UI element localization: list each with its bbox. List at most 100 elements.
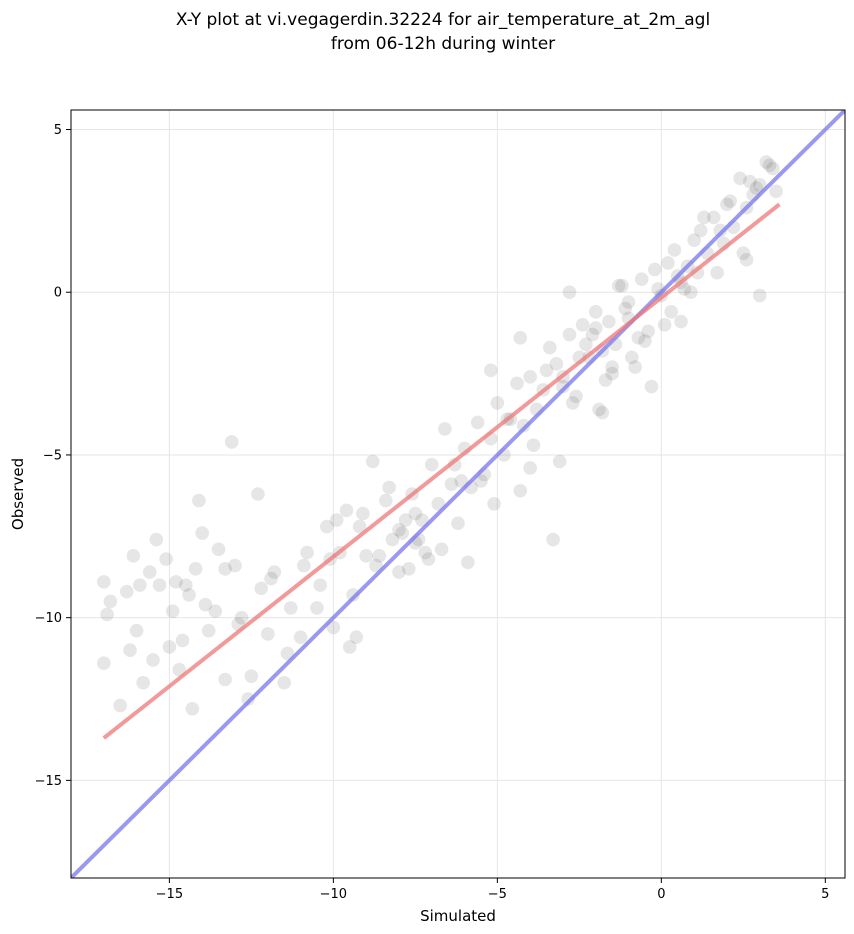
data-point: [349, 630, 364, 644]
data-point: [264, 571, 278, 586]
data-point: [684, 285, 698, 300]
data-point: [392, 522, 406, 537]
data-point: [625, 350, 639, 365]
chart-title-line-2: from 06-12h during winter: [330, 34, 556, 54]
data-point: [208, 604, 223, 618]
data-point: [598, 373, 613, 387]
data-point: [402, 562, 416, 576]
data-point: [100, 607, 114, 622]
data-point: [634, 272, 649, 287]
data-point: [182, 588, 196, 602]
data-point: [313, 578, 328, 592]
data-point: [260, 627, 275, 641]
data-point: [638, 334, 652, 348]
data-point: [611, 278, 626, 293]
axes-frame: [70, 109, 846, 879]
data-point: [395, 526, 410, 540]
data-point: [339, 503, 354, 518]
data-point: [667, 243, 682, 257]
x-tick-label: −5: [488, 887, 507, 902]
data-point: [575, 317, 590, 332]
data-point: [172, 662, 187, 677]
data-point: [385, 532, 400, 547]
data-point: [178, 578, 193, 592]
data-point: [592, 402, 606, 417]
data-point: [562, 285, 577, 300]
y-tick-label: −5: [43, 448, 62, 463]
data-point: [198, 597, 213, 612]
data-point: [549, 357, 564, 371]
data-point: [201, 623, 216, 638]
data-point: [543, 340, 557, 355]
data-point: [707, 210, 721, 225]
data-point: [736, 246, 751, 260]
data-point: [723, 194, 738, 208]
data-point: [359, 549, 373, 563]
data-point: [641, 324, 656, 339]
data-point: [297, 558, 311, 573]
data-point: [562, 327, 577, 342]
data-point: [713, 223, 728, 238]
data-point: [251, 487, 265, 501]
data-point: [618, 301, 633, 316]
data-point: [96, 656, 111, 671]
data-point: [392, 565, 406, 579]
x-tick-label: −15: [156, 887, 183, 902]
data-point: [605, 360, 619, 374]
data-point: [595, 405, 610, 420]
data-point: [211, 542, 226, 557]
data-point: [516, 418, 531, 433]
chart-title: X-Y plot at vi.vegagerdin.32224 for air_…: [0, 8, 854, 56]
data-point: [444, 477, 459, 492]
data-point: [352, 519, 367, 534]
data-point: [697, 210, 711, 225]
data-point: [293, 630, 308, 644]
regression-line: [102, 202, 781, 740]
data-point: [752, 178, 767, 192]
data-point: [631, 330, 646, 345]
data-point: [762, 158, 777, 173]
data-point: [365, 454, 380, 469]
data-point: [720, 197, 734, 212]
data-point: [569, 389, 583, 404]
data-point: [539, 363, 554, 378]
data-point: [474, 474, 488, 488]
data-point: [431, 496, 446, 511]
data-point: [228, 558, 242, 573]
data-point: [342, 640, 357, 654]
data-point: [103, 594, 118, 609]
data-point: [647, 262, 662, 277]
data-points: [96, 155, 783, 716]
data-point: [136, 675, 150, 690]
data-point: [657, 317, 672, 332]
data-point: [195, 526, 209, 540]
data-point: [415, 513, 429, 527]
data-point: [523, 461, 537, 475]
data-point: [162, 640, 177, 654]
data-point: [326, 620, 341, 635]
data-point: [169, 575, 183, 589]
data-point: [759, 155, 774, 169]
data-point: [224, 435, 239, 449]
data-point: [113, 698, 127, 713]
data-point: [346, 588, 360, 602]
data-point: [152, 578, 167, 592]
data-point: [267, 565, 282, 579]
chart-title-line-1: X-Y plot at vi.vegagerdin.32224 for air_…: [175, 10, 711, 30]
data-point: [192, 493, 206, 508]
data-point: [175, 633, 190, 648]
data-point: [621, 295, 636, 309]
data-point: [490, 396, 505, 410]
data-point: [356, 506, 370, 521]
data-point: [280, 646, 295, 661]
identity-line: [71, 110, 845, 878]
data-point: [126, 549, 141, 563]
data-point: [451, 516, 465, 531]
data-point: [372, 549, 387, 563]
data-point: [664, 304, 678, 319]
x-tick-label: 0: [657, 887, 665, 902]
y-tick-label: −10: [35, 611, 62, 626]
data-point: [710, 265, 724, 280]
data-point: [588, 304, 603, 319]
